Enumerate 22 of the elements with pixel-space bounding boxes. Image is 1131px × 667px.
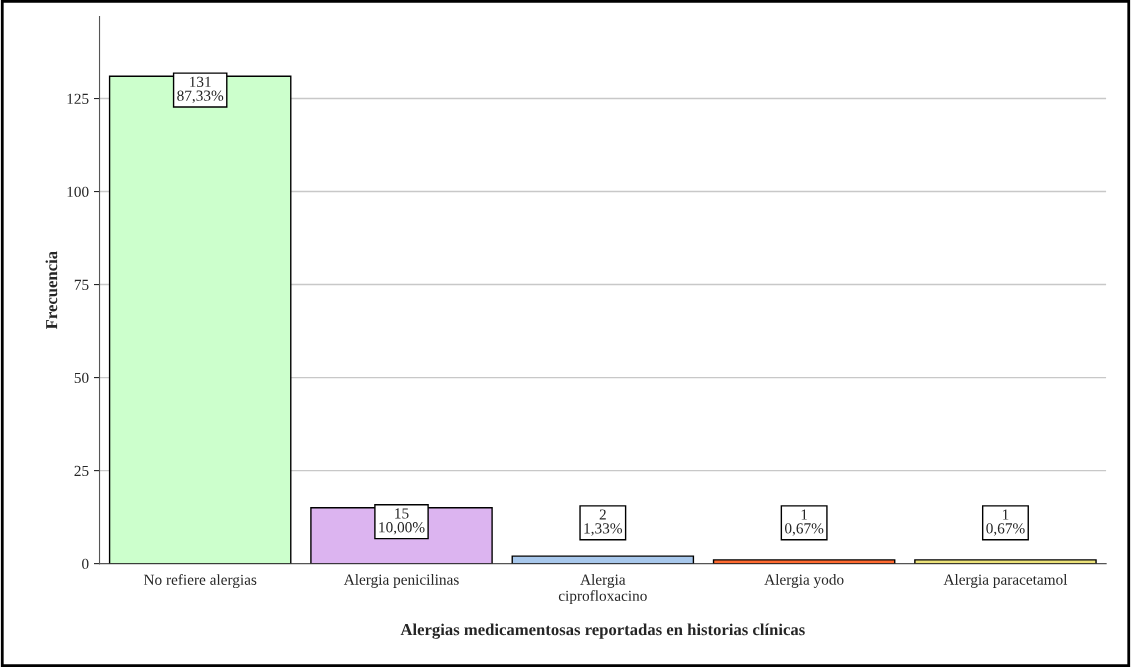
bar <box>108 75 292 564</box>
x-tick-label: Alergia paracetamol <box>943 574 1068 588</box>
y-tick-label: 75 <box>74 279 89 291</box>
y-tick-label: 25 <box>74 465 89 477</box>
x-tick-label: Alergia penicilinas <box>343 574 459 588</box>
y-tick-label: 50 <box>74 372 89 384</box>
bar <box>914 559 1097 564</box>
x-tick-label: Alergia ciprofloxacino <box>558 574 647 605</box>
x-tick-label: No refiere alergias <box>143 574 257 589</box>
data-label: 2 1,33% <box>584 509 623 536</box>
x-axis-title: Alergias medicamentosas reportadas en historias clínicas <box>400 623 805 639</box>
bar <box>511 555 695 564</box>
y-tick-label: 0 <box>82 558 89 570</box>
bar <box>712 559 896 564</box>
data-label: 131 87,33% <box>177 76 224 104</box>
y-tick-label: 125 <box>67 93 89 104</box>
y-tick-label: 100 <box>67 186 89 197</box>
y-axis-title: Frecuencia <box>45 251 58 330</box>
data-label: 15 10,00% <box>379 508 425 535</box>
data-label: 1 0,67% <box>986 509 1025 536</box>
data-label: 1 0,67% <box>784 509 824 536</box>
x-tick-label: Alergia yodo <box>764 574 844 588</box>
